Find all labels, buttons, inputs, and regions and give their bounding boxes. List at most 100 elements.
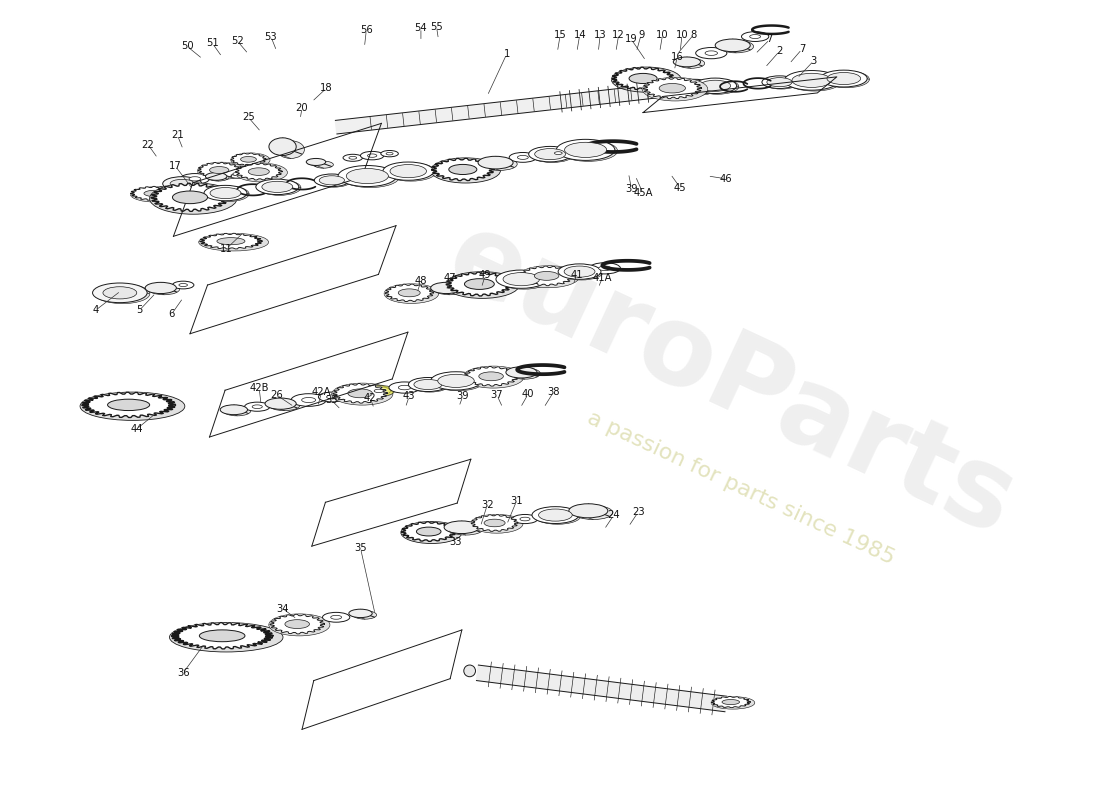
Ellipse shape (256, 179, 299, 194)
Ellipse shape (210, 166, 229, 174)
Ellipse shape (199, 630, 245, 642)
Text: 51: 51 (206, 38, 219, 48)
Ellipse shape (484, 519, 505, 526)
Ellipse shape (204, 186, 246, 201)
Ellipse shape (700, 80, 730, 91)
Ellipse shape (306, 158, 326, 166)
Text: 47: 47 (443, 274, 456, 283)
Ellipse shape (367, 386, 390, 395)
Ellipse shape (557, 139, 615, 160)
Text: 13: 13 (594, 30, 606, 40)
Ellipse shape (509, 153, 537, 162)
Text: 56: 56 (360, 25, 373, 34)
Text: 20: 20 (296, 102, 308, 113)
Ellipse shape (695, 47, 727, 58)
Ellipse shape (346, 169, 388, 184)
Ellipse shape (513, 514, 538, 523)
Ellipse shape (332, 383, 393, 405)
Ellipse shape (517, 155, 528, 159)
Ellipse shape (363, 386, 395, 397)
Text: 10: 10 (675, 30, 689, 40)
Ellipse shape (367, 154, 377, 158)
Ellipse shape (217, 238, 245, 245)
Ellipse shape (338, 166, 397, 186)
Text: 38: 38 (547, 387, 560, 398)
Ellipse shape (564, 266, 595, 277)
Polygon shape (402, 522, 456, 542)
Text: 19: 19 (625, 34, 638, 45)
Ellipse shape (108, 399, 150, 410)
Text: 22: 22 (142, 140, 154, 150)
Ellipse shape (448, 522, 483, 535)
Polygon shape (200, 234, 262, 249)
Ellipse shape (96, 284, 150, 304)
Text: 5: 5 (136, 306, 143, 315)
Ellipse shape (208, 174, 229, 181)
Text: 36: 36 (177, 668, 189, 678)
Ellipse shape (696, 79, 739, 94)
Ellipse shape (235, 163, 287, 182)
Text: 23: 23 (631, 507, 645, 517)
Polygon shape (151, 183, 229, 211)
Ellipse shape (509, 368, 540, 379)
Ellipse shape (327, 395, 338, 399)
Polygon shape (519, 266, 574, 286)
Ellipse shape (430, 158, 500, 183)
Text: 25: 25 (242, 113, 255, 122)
Ellipse shape (529, 146, 572, 162)
Ellipse shape (353, 610, 376, 619)
Ellipse shape (150, 182, 236, 214)
Polygon shape (431, 158, 494, 181)
Text: 50: 50 (180, 42, 194, 51)
Ellipse shape (361, 151, 384, 160)
Text: 35: 35 (354, 543, 366, 553)
Ellipse shape (672, 79, 715, 94)
Ellipse shape (741, 32, 769, 42)
Text: 48: 48 (415, 276, 427, 286)
Ellipse shape (301, 398, 316, 402)
Polygon shape (336, 82, 683, 134)
Ellipse shape (673, 57, 701, 67)
Ellipse shape (718, 40, 754, 53)
Text: 45A: 45A (634, 189, 652, 198)
Ellipse shape (386, 152, 393, 155)
Ellipse shape (180, 174, 209, 184)
Ellipse shape (199, 234, 268, 251)
Ellipse shape (496, 270, 547, 288)
Ellipse shape (277, 141, 305, 158)
Ellipse shape (431, 372, 482, 390)
Ellipse shape (520, 518, 530, 521)
Ellipse shape (170, 179, 195, 188)
Text: 9: 9 (638, 30, 645, 40)
Ellipse shape (784, 70, 839, 90)
Ellipse shape (642, 78, 707, 101)
Text: 35: 35 (324, 395, 338, 405)
Ellipse shape (258, 180, 301, 195)
Ellipse shape (292, 394, 327, 406)
Polygon shape (447, 272, 513, 296)
Ellipse shape (539, 509, 572, 521)
Ellipse shape (786, 71, 842, 91)
Ellipse shape (449, 165, 477, 174)
Text: 16: 16 (671, 52, 683, 62)
Ellipse shape (478, 372, 504, 381)
Text: 40: 40 (521, 389, 535, 399)
Ellipse shape (629, 74, 657, 83)
Ellipse shape (206, 173, 227, 180)
Polygon shape (333, 383, 387, 403)
Text: 26: 26 (271, 390, 283, 400)
Polygon shape (131, 186, 179, 201)
Ellipse shape (590, 262, 620, 274)
Text: 18: 18 (320, 83, 332, 94)
Ellipse shape (385, 163, 436, 181)
Text: 52: 52 (231, 37, 244, 46)
Ellipse shape (564, 142, 606, 158)
Ellipse shape (722, 699, 739, 705)
Ellipse shape (319, 176, 344, 185)
Text: 10: 10 (657, 30, 669, 40)
Ellipse shape (414, 379, 442, 390)
Ellipse shape (381, 150, 398, 157)
Ellipse shape (268, 399, 300, 410)
Text: 21: 21 (170, 130, 184, 140)
Text: a passion for parts since 1985: a passion for parts since 1985 (584, 407, 898, 568)
